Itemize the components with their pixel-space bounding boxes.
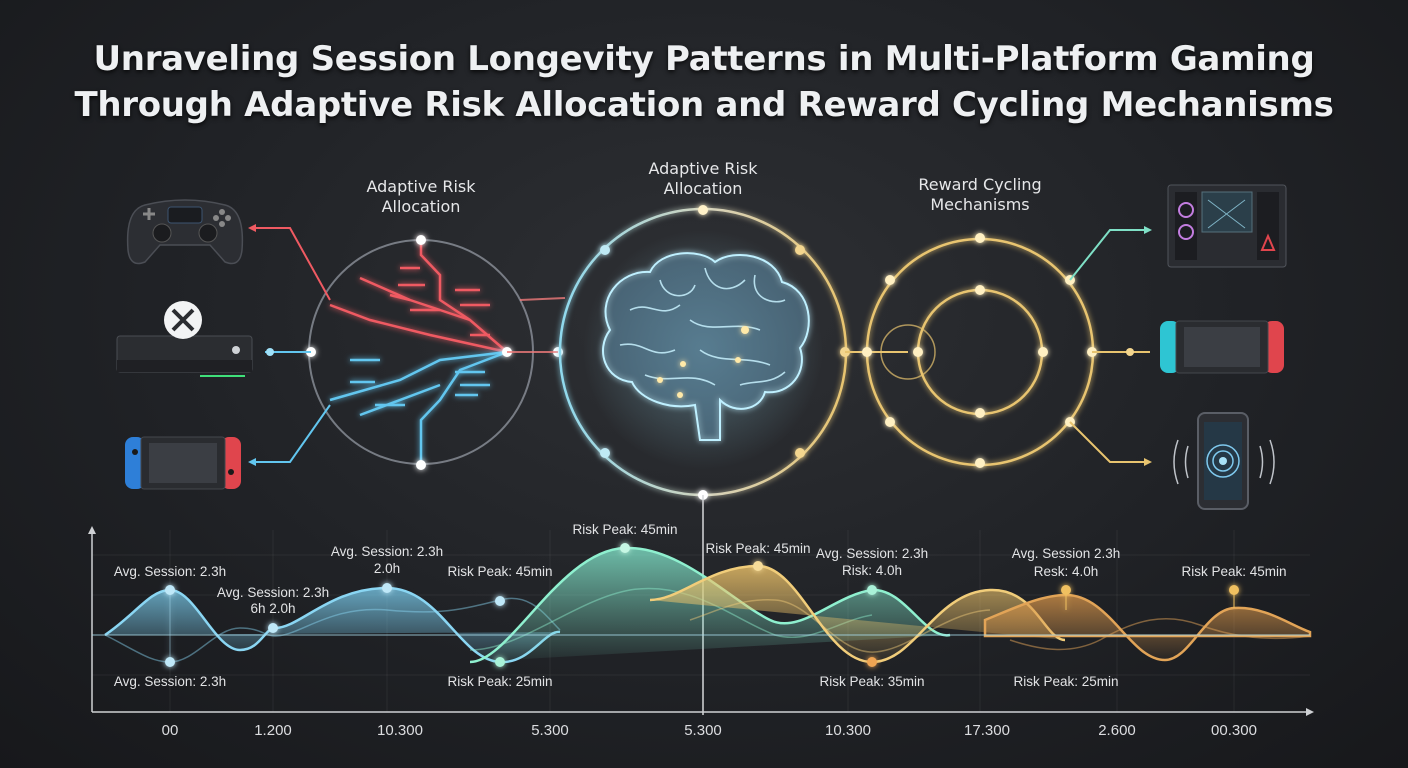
annotation-avg-session-5b: Resk: 4.0h <box>1034 564 1099 579</box>
left-hub: Adaptive Risk Allocation <box>306 177 563 470</box>
x-tick-8: 00.300 <box>1211 722 1257 739</box>
left-center-links <box>507 297 566 353</box>
annotation-avg-session-3a: Avg. Session: 2.3h <box>331 544 443 559</box>
smartphone-icon <box>1173 412 1275 510</box>
right-hub-inner-ring <box>916 288 1044 416</box>
blue-branch-lines <box>329 350 508 465</box>
x-tick-0: 00 <box>162 722 179 739</box>
y-axis-arrow <box>88 526 96 534</box>
x-tick-1: 1.200 <box>254 722 292 739</box>
annotation-risk-peak-1: Risk Peak: 45min <box>447 564 552 579</box>
wave-orange <box>983 593 1312 662</box>
x-tick-6: 17.300 <box>964 722 1010 739</box>
annotation-risk-peak-4: Risk Peak: 45min <box>1181 564 1286 579</box>
session-wave-chart: Avg. Session: 2.3h Avg. Session: 2.3h 6h… <box>88 522 1314 739</box>
brain-icon <box>602 252 810 441</box>
red-branch-lines <box>329 238 508 354</box>
annotation-avg-session-4a: Avg. Session: 2.3h <box>816 546 928 561</box>
annotation-avg-session-3b: 2.0h <box>374 561 400 576</box>
xbox-console-icon <box>116 301 253 377</box>
center-hub-label-2: Allocation <box>664 179 743 198</box>
left-device-connectors <box>248 224 331 466</box>
annotation-risk-peak-2: Risk Peak: 45min <box>572 522 677 537</box>
right-hub: Reward Cycling Mechanisms <box>845 175 1097 468</box>
annotation-risk-peak-3: Risk Peak: 45min <box>705 541 810 556</box>
right-hub-label-1: Reward Cycling <box>918 175 1041 194</box>
x-tick-2: 10.300 <box>377 722 423 739</box>
x-tick-labels: 00 1.200 10.300 5.300 5.300 10.300 17.30… <box>162 722 1257 739</box>
wave-markers <box>165 543 1239 667</box>
title-block: Unraveling Session Longevity Patterns in… <box>0 36 1408 128</box>
gaming-pc-icon <box>1167 184 1287 268</box>
wave-gold-lower <box>689 599 991 653</box>
title-line-2: Through Adaptive Risk Allocation and Rew… <box>74 85 1334 125</box>
x-tick-3: 5.300 <box>531 722 569 739</box>
x-tick-4: 5.300 <box>684 722 722 739</box>
annotation-avg-session-2b: 6h 2.0h <box>250 601 295 616</box>
gamepad-icon <box>126 199 244 265</box>
left-hub-label-2: Allocation <box>382 197 461 216</box>
annotation-risk-peak-low-2: Risk Peak: 35min <box>819 674 924 689</box>
handheld-console-icon <box>125 436 241 490</box>
annotation-avg-session-5a: Avg. Session 2.3h <box>1012 546 1121 561</box>
wave-orange-lower <box>1009 617 1311 651</box>
x-tick-7: 2.600 <box>1098 722 1136 739</box>
annotation-avg-session-4b: Risk: 4.0h <box>842 563 902 578</box>
right-hub-label-2: Mechanisms <box>930 195 1029 214</box>
center-hub: Adaptive Risk Allocation <box>558 159 850 715</box>
annotation-avg-session-1: Avg. Session: 2.3h <box>114 564 226 579</box>
center-hub-label-1: Adaptive Risk <box>648 159 758 178</box>
x-tick-5: 10.300 <box>825 722 871 739</box>
annotation-risk-peak-low-3: Risk Peak: 25min <box>1013 674 1118 689</box>
right-hub-nodes <box>862 233 1097 468</box>
title-line-1: Unraveling Session Longevity Patterns in… <box>93 39 1315 79</box>
annotation-avg-session-2a: Avg. Session: 2.3h <box>217 585 329 600</box>
handheld-console-icon-right <box>1160 320 1284 374</box>
right-device-connectors <box>1069 226 1152 466</box>
left-hub-label-1: Adaptive Risk <box>366 177 476 196</box>
x-axis-arrow <box>1306 708 1314 716</box>
annotation-avg-session-low: Avg. Session: 2.3h <box>114 674 226 689</box>
annotation-risk-peak-low-1: Risk Peak: 25min <box>447 674 552 689</box>
wave-blue <box>104 586 561 664</box>
